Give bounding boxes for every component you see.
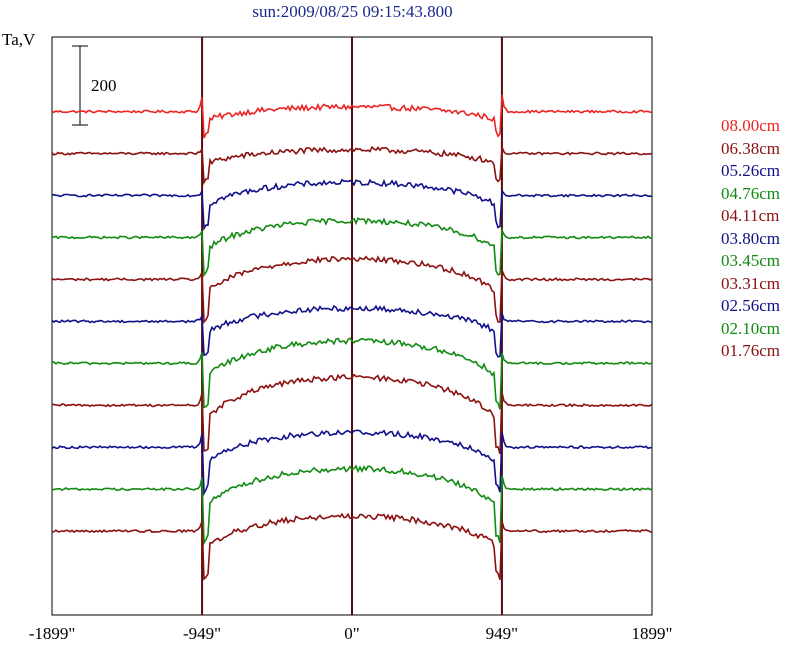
series-line-04.76cm: [51, 216, 653, 278]
series-line-06.38cm: [51, 145, 653, 186]
series-line-04.11cm: [51, 255, 653, 325]
series-line-03.80cm: [51, 304, 653, 358]
legend-item: 04.76cm: [721, 183, 781, 203]
legend-item: 02.56cm: [721, 296, 781, 315]
legend-item: 02.10cm: [721, 318, 781, 338]
legend-item: 03.45cm: [721, 251, 781, 270]
legend-item: 01.76cm: [721, 341, 781, 360]
series-line-03.31cm: [51, 373, 653, 455]
series-line-01.76cm: [51, 512, 653, 581]
legend-item: 05.26cm: [721, 161, 781, 180]
x-tick-label: 949": [485, 624, 519, 643]
legend-item: 04.11cm: [721, 206, 780, 225]
chart-title: sun:2009/08/25 09:15:43.800: [252, 2, 453, 21]
legend-item: 03.80cm: [721, 228, 781, 248]
series-line-02.10cm: [51, 464, 653, 546]
series-line-05.26cm: [52, 178, 653, 232]
series-line-03.45cm: [51, 337, 653, 410]
series-line-08.00cm: [51, 94, 652, 139]
vertical-reference-lines: [201, 37, 503, 615]
legend-item: 08.00cm: [721, 116, 781, 135]
y-axis-label: Ta,V: [2, 30, 36, 49]
series-line-02.56cm: [51, 429, 652, 497]
legend-item: 03.31cm: [721, 273, 781, 293]
series-lines: [51, 94, 653, 581]
x-tick-label: -949": [183, 624, 222, 643]
scale-bar-label: 200: [91, 76, 117, 95]
x-tick-label: 1899": [631, 624, 673, 643]
x-tick-label: 0": [344, 624, 360, 643]
legend-item: 06.38cm: [721, 138, 781, 158]
x-tick-label: -1899": [28, 624, 76, 643]
